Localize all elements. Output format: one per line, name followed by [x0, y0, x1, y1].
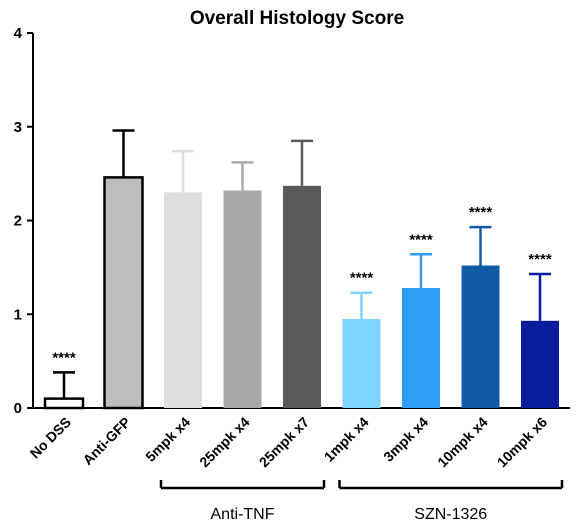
bar: [402, 288, 440, 408]
significance-label: ****: [409, 231, 433, 248]
y-tick-label: 2: [14, 213, 22, 230]
category-label: 25mpk x4: [196, 414, 253, 471]
significance-label: ****: [469, 204, 493, 221]
bar: [103, 176, 144, 410]
category-labels: No DSS Anti-GFP 5mpk x4 25mpk x4 25mpk x7 1mp…: [27, 414, 551, 471]
category-label: No DSS: [27, 414, 75, 462]
bar: [283, 185, 321, 408]
bar: [521, 320, 559, 408]
significance-label: ****: [52, 349, 76, 366]
bar: [461, 265, 500, 408]
significance-labels: **** **** **** **** ****: [52, 204, 552, 366]
group-brackets: Anti-TNF SZN-1326: [159, 480, 564, 523]
bar: [43, 397, 85, 410]
bar: [223, 190, 262, 408]
category-label: 1mpk x4: [321, 414, 372, 465]
category-label: Anti-GFP: [79, 414, 133, 468]
bar: [342, 318, 381, 408]
error-bars: [53, 129, 551, 399]
chart-title: Overall Histology Score: [190, 8, 404, 29]
category-label: 3mpk x4: [380, 414, 431, 465]
significance-label: ****: [528, 251, 552, 268]
category-label: 5mpk x4: [142, 414, 193, 465]
y-tick-label: 3: [14, 119, 22, 136]
y-tick-label: 1: [14, 306, 22, 323]
category-label: 10mpk x4: [434, 414, 491, 471]
category-label: 25mpk x7: [256, 414, 313, 471]
bars: [43, 176, 559, 410]
group-label: SZN-1326: [414, 506, 487, 523]
group-label: Anti-TNF: [211, 506, 275, 523]
category-label: 10mpk x6: [494, 414, 551, 471]
y-tick-label: 0: [14, 400, 22, 417]
bar: [164, 192, 202, 408]
significance-label: ****: [350, 270, 374, 287]
y-tick-label: 4: [14, 25, 23, 42]
